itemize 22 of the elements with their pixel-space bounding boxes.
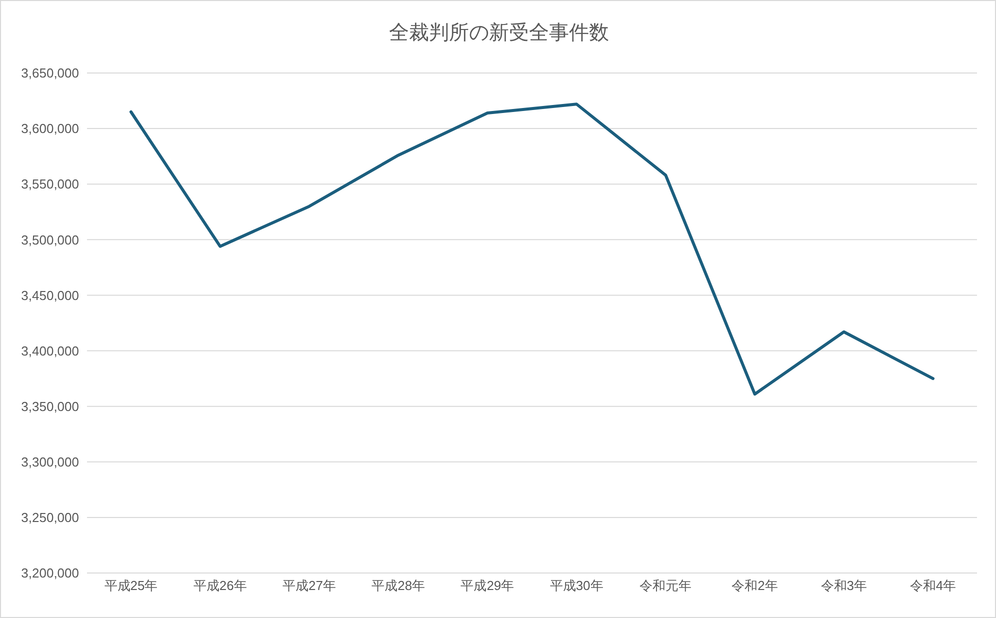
x-tick-label: 令和3年 <box>820 578 868 594</box>
y-tick-label: 3,200,000 <box>21 566 79 581</box>
y-tick-label: 3,250,000 <box>21 510 79 526</box>
x-tick-label: 平成28年 <box>372 578 426 594</box>
y-tick-label: 3,350,000 <box>21 398 79 414</box>
x-tick-label: 平成30年 <box>550 578 604 594</box>
x-tick-label: 平成27年 <box>282 578 336 594</box>
y-tick-label: 3,450,000 <box>21 288 79 303</box>
x-tick-label: 平成25年 <box>104 578 158 594</box>
y-tick-label: 3,300,000 <box>21 454 79 470</box>
chart-title: 全裁判所の新受全事件数 <box>388 21 610 46</box>
x-tick-label: 令和元年 <box>640 578 692 594</box>
x-tick-label: 平成26年 <box>193 578 247 594</box>
x-tick-label: 平成29年 <box>460 578 514 594</box>
y-tick-label: 3,400,000 <box>21 343 79 358</box>
line-series <box>130 102 934 396</box>
x-tick-label: 令和2年 <box>732 578 778 594</box>
y-tick-label: 3,550,000 <box>21 176 79 192</box>
y-tick-label: 3,650,000 <box>21 66 79 81</box>
y-tick-label: 3,600,000 <box>21 121 79 136</box>
x-tick-label: 令和4年 <box>910 578 956 594</box>
y-tick-label: 3,500,000 <box>21 232 79 248</box>
